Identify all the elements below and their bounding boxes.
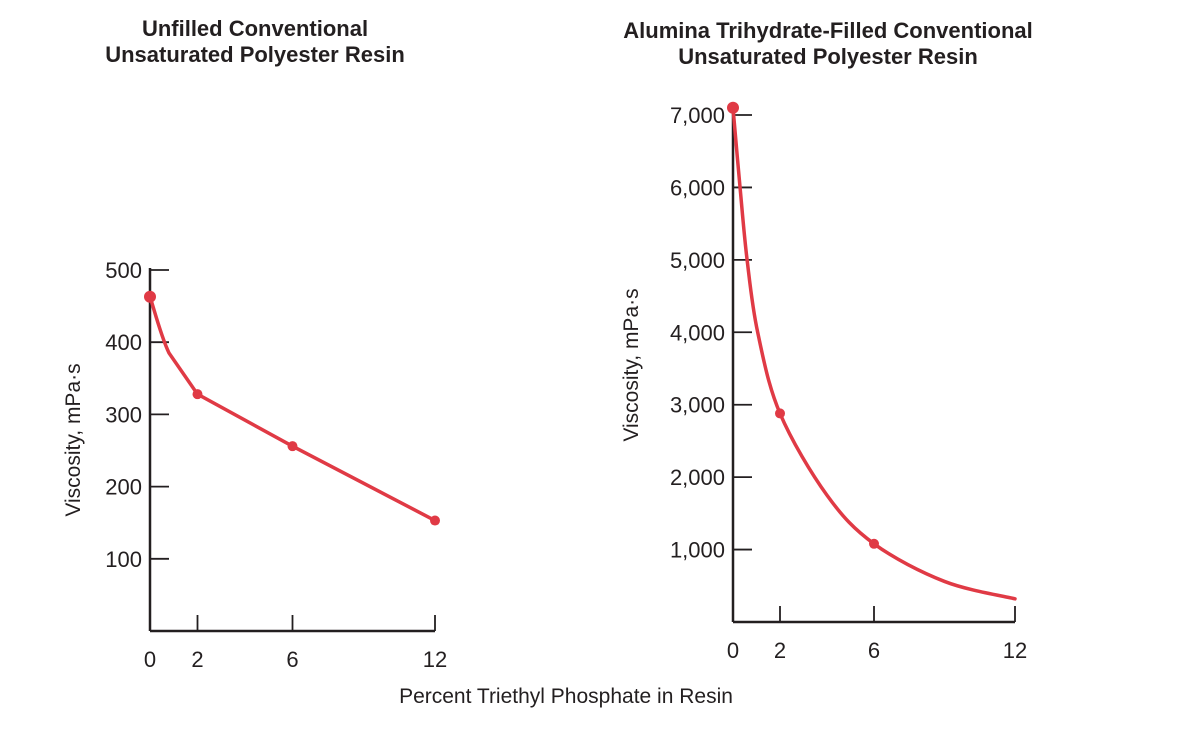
chart-1-y-tick-label: 2,000 [670,465,725,490]
chart-0-y-tick-label: 500 [105,258,142,283]
chart-0-x-tick-label: 6 [286,647,298,672]
shared-x-axis-label: Percent Triethyl Phosphate in Resin [399,685,733,708]
chart-0-series-line [148,294,437,523]
chart-0-title-line: Unsaturated Polyester Resin [105,42,405,67]
chart-1-x-tick-label: 12 [1003,638,1027,663]
chart-1-title-line: Unsaturated Polyester Resin [678,44,978,69]
chart-1-y-tick-label: 1,000 [670,538,725,563]
chart-0-data-point [192,389,203,400]
chart-1-y-axis-label: Viscosity, mPa·s [620,288,643,441]
chart-1-data-point [869,538,879,549]
chart-0-data-point [144,290,156,303]
chart-1-x-tick-label: 6 [868,638,880,663]
chart-0-y-tick-label: 300 [105,402,142,427]
chart-1-series-line [731,106,1017,601]
chart-0-y-tick-label: 400 [105,330,142,355]
chart-1-y-tick-label: 6,000 [670,175,725,200]
chart-0-y-axis-label: Viscosity, mPa·s [62,363,85,516]
chart-0-y-tick-label: 200 [105,475,142,500]
chart-1-data-point [727,101,739,114]
chart-0-y-tick-label: 100 [105,547,142,572]
chart-0-data-point [287,441,298,452]
chart-1-x-tick-label: 0 [727,638,739,663]
chart-1-y-tick-label: 3,000 [670,393,725,418]
chart-1-y-tick-label: 4,000 [670,320,725,345]
chart-0-x-tick-label: 0 [144,647,156,672]
chart-0-x-tick-label: 12 [423,647,447,672]
chart-1-title-line: Alumina Trihydrate-Filled Conventional [623,18,1033,43]
chart-1-x-tick-label: 2 [774,638,786,663]
chart-1-y-tick-label: 5,000 [670,248,725,273]
chart-0-data-point [430,515,440,526]
chart-0-x-tick-label: 2 [191,647,203,672]
chart-1-y-tick-label: 7,000 [670,103,725,128]
chart-1-data-point [775,408,785,419]
chart-0-title-line: Unfilled Conventional [142,16,368,41]
